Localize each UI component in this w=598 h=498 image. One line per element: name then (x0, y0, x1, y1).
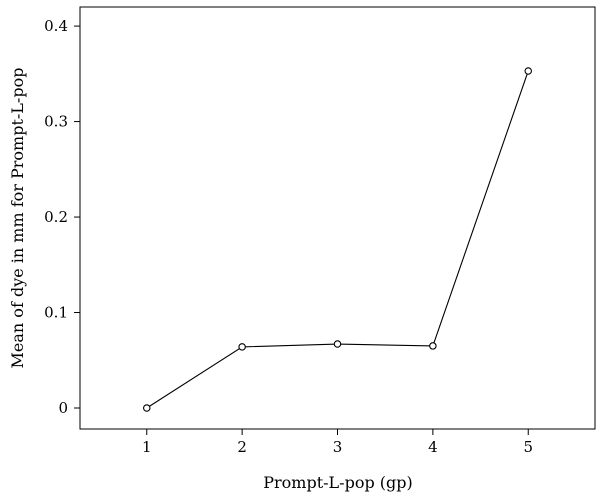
series-line (146, 70, 529, 409)
y-axis: 0 0.1 0.2 0.3 0.4 (44, 17, 80, 417)
y-tick-label: 0.3 (44, 113, 68, 131)
x-tick-label: 3 (333, 438, 343, 456)
data-point (333, 340, 342, 348)
y-tick-label: 0.1 (44, 304, 68, 322)
y-tick-label: 0.2 (44, 208, 68, 226)
data-point (238, 343, 246, 351)
data-point (524, 67, 532, 75)
y-tick-label: 0.4 (44, 17, 68, 35)
x-axis-label: Prompt-L-pop (gp) (263, 473, 413, 492)
x-tick-label: 2 (237, 438, 247, 456)
plot-frame (79, 6, 596, 430)
x-tick-label: 1 (142, 438, 152, 456)
y-tick-label: 0 (58, 399, 68, 417)
x-axis: 1 2 3 4 5 (142, 429, 533, 456)
y-axis-label: Mean of dye in mm for Prompt-L-pop (8, 68, 27, 369)
series-layer (143, 67, 532, 412)
data-point (429, 342, 437, 350)
data-point (143, 404, 151, 412)
x-tick-label: 5 (523, 438, 533, 456)
x-tick-label: 4 (428, 438, 438, 456)
